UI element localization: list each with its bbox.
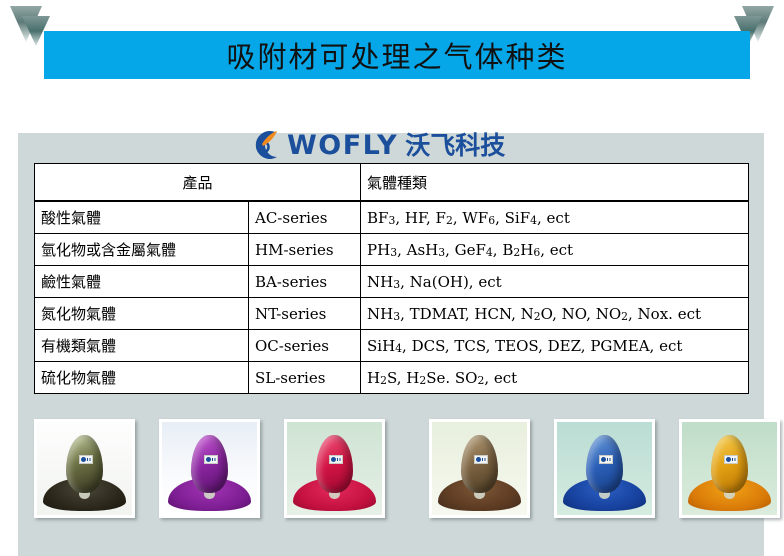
cell-series-code: BA-series xyxy=(247,265,362,298)
label-text-bars xyxy=(731,457,737,461)
label-logo-dot-icon xyxy=(80,456,86,462)
label-logo-dot-icon xyxy=(205,456,211,462)
brand-logo: WOFLY 沃飞科技 xyxy=(247,126,505,164)
wofly-circle-swoosh-icon xyxy=(247,127,283,163)
cell-series-code: AC-series xyxy=(247,200,362,234)
column-header-gases: 氣體種類 xyxy=(360,163,750,202)
column-header-product: 產品 xyxy=(33,163,362,202)
cell-series-code: HM-series xyxy=(247,233,362,266)
cell-series-code: SL-series xyxy=(247,361,362,394)
pouch-neck xyxy=(723,488,736,500)
product-photo-group-left xyxy=(34,419,385,518)
cell-gas-list: NH3, TDMAT, HCN, N2O, NO, NO2, Nox. ect xyxy=(360,297,750,330)
product-pouch xyxy=(711,435,748,493)
page-title: 吸附材可处理之气体种类 xyxy=(226,40,568,74)
cell-gas-list: BF3, HF, F2, WF6, SiF4, ect xyxy=(360,200,750,234)
cell-product-category: 硫化物氣體 xyxy=(34,361,249,394)
pouch-label xyxy=(473,454,488,464)
table-row: 鹼性氣體 BA-series NH3, Na(OH), ect xyxy=(34,265,750,298)
label-text-bars xyxy=(211,457,217,461)
cell-product-category: 鹼性氣體 xyxy=(34,265,249,298)
gas-types-table: 產品 氣體種類 酸性氣體 AC-series BF3, HF, F2, WF6,… xyxy=(33,163,750,394)
product-photo-strip xyxy=(34,419,780,519)
cell-gas-list: SiH4, DCS, TCS, TEOS, DEZ, PGMEA, ect xyxy=(360,329,750,362)
label-text-bars xyxy=(336,457,342,461)
cell-product-category: 氮化物氣體 xyxy=(34,297,249,330)
product-photo-brown-granules xyxy=(429,419,530,518)
product-pouch xyxy=(316,435,353,493)
product-pouch xyxy=(586,435,623,493)
product-pouch xyxy=(191,435,228,493)
product-photo-black-granules xyxy=(34,419,135,518)
product-pouch xyxy=(66,435,103,493)
label-logo-dot-icon xyxy=(725,456,731,462)
label-text-bars xyxy=(86,457,92,461)
pouch-label xyxy=(723,454,738,464)
table-row: 酸性氣體 AC-series BF3, HF, F2, WF6, SiF4, e… xyxy=(34,200,750,234)
table-row: 有機類氣體 OC-series SiH4, DCS, TCS, TEOS, DE… xyxy=(34,329,750,362)
cell-product-category: 氫化物或含金屬氣體 xyxy=(34,233,249,266)
pouch-neck xyxy=(598,488,611,500)
brand-chinese-name: 沃飞科技 xyxy=(405,130,506,160)
label-text-bars xyxy=(606,457,612,461)
cell-gas-list: NH3, Na(OH), ect xyxy=(360,265,750,298)
pouch-label xyxy=(203,454,218,464)
product-photo-blue-granules xyxy=(554,419,655,518)
pouch-label xyxy=(328,454,343,464)
label-logo-dot-icon xyxy=(330,456,336,462)
cell-gas-list: H2S, H2Se. SO2, ect xyxy=(360,361,750,394)
pouch-neck xyxy=(473,488,486,500)
cell-gas-list: PH3, AsH3, GeF4, B2H6, ect xyxy=(360,233,750,266)
slide-title-banner: 吸附材可处理之气体种类 xyxy=(44,31,750,79)
table-row: 硫化物氣體 SL-series H2S, H2Se. SO2, ect xyxy=(34,361,750,394)
label-logo-dot-icon xyxy=(600,456,606,462)
pouch-neck xyxy=(78,488,91,500)
pouch-neck xyxy=(203,488,216,500)
cell-series-code: NT-series xyxy=(247,297,362,330)
pouch-label xyxy=(78,454,93,464)
product-photo-group-right xyxy=(429,419,780,518)
table-row: 氫化物或含金屬氣體 HM-series PH3, AsH3, GeF4, B2H… xyxy=(34,233,750,266)
label-logo-dot-icon xyxy=(475,456,481,462)
cell-product-category: 有機類氣體 xyxy=(34,329,249,362)
label-text-bars xyxy=(481,457,487,461)
cell-series-code: OC-series xyxy=(247,329,362,362)
pouch-neck xyxy=(328,488,341,500)
table-header-row: 產品 氣體種類 xyxy=(33,163,750,202)
brand-wordmark: WOFLY xyxy=(287,129,399,161)
product-photo-red-granules xyxy=(284,419,385,518)
cell-product-category: 酸性氣體 xyxy=(34,200,249,234)
pouch-label xyxy=(598,454,613,464)
product-photo-orange-granules xyxy=(679,419,780,518)
table-row: 氮化物氣體 NT-series NH3, TDMAT, HCN, N2O, NO… xyxy=(34,297,750,330)
product-photo-purple-granules xyxy=(159,419,260,518)
table-header: 產品 氣體種類 xyxy=(33,163,750,202)
table-body: 酸性氣體 AC-series BF3, HF, F2, WF6, SiF4, e… xyxy=(34,200,750,394)
product-pouch xyxy=(461,435,498,493)
